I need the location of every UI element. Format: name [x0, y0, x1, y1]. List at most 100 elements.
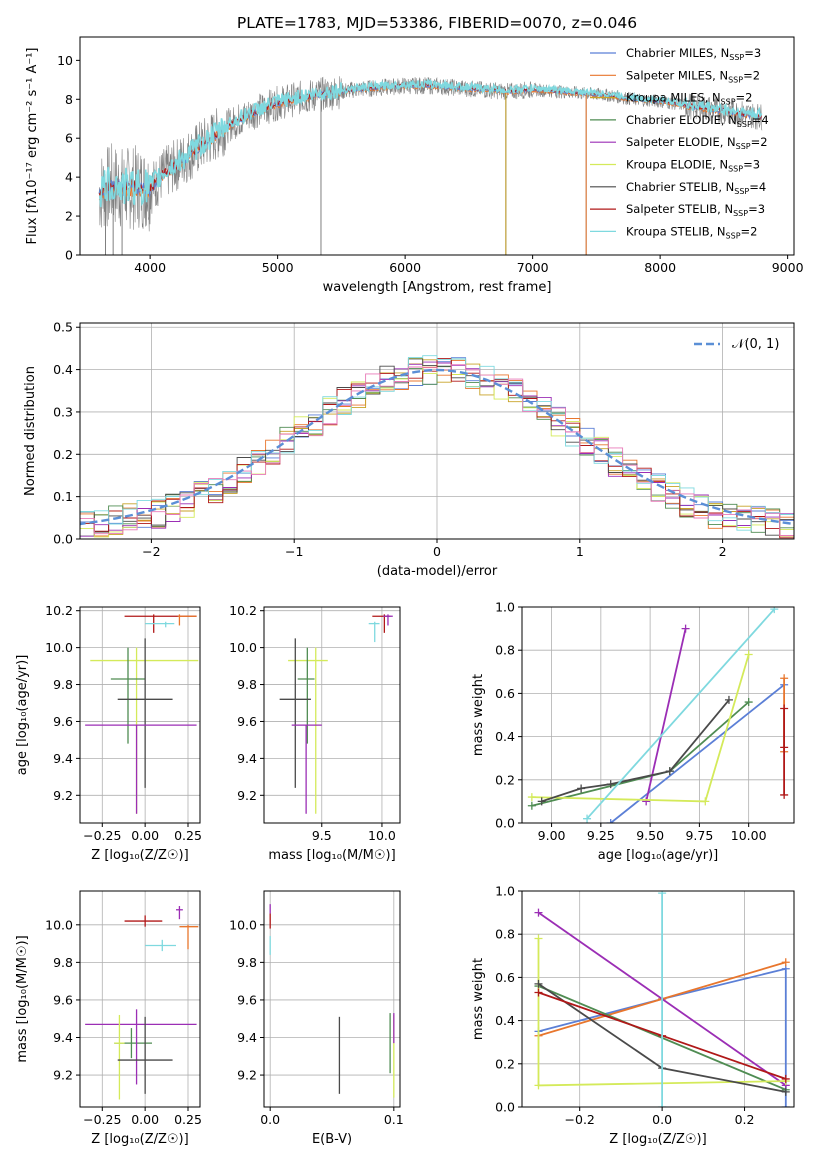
mass_vs_ebv-axes-frame — [263, 890, 401, 1108]
legend-subscript: SSP — [721, 98, 736, 107]
legend-entry: Salpeter ELODIE, NSSP=2 — [626, 135, 768, 151]
y-tick-label: 0.0 — [495, 816, 515, 831]
model-spectrum-line — [98, 78, 763, 208]
weight_vs_age-axes-frame — [521, 606, 795, 824]
legend-subscript: SSP — [737, 120, 752, 129]
series-marker — [780, 743, 789, 752]
age_vs_Z-plot-area — [85, 614, 199, 814]
age_vs_mass-xlabel: mass [log₁₀(M/M☉)] — [268, 848, 395, 863]
age_vs_Z-xlabel: Z [log₁₀(Z/Z☉)] — [91, 848, 188, 863]
x-tick-label: 0.2 — [735, 1112, 755, 1127]
errorbar-point — [124, 915, 163, 927]
x-tick-label: 5000 — [262, 260, 294, 275]
y-tick-label: 9.2 — [237, 1068, 257, 1083]
x-tick-label: 7000 — [517, 260, 549, 275]
series-marker — [534, 979, 543, 988]
series-marker — [606, 780, 615, 789]
age_vs_mass-panel: 9.5 10.0 9.2 9.4 9.6 9.8 10.0 10.2 mass [log₁₀(M… — [229, 603, 401, 863]
legend-subscript: SSP — [728, 75, 743, 84]
age_vs_Z-ylabel: age [log₁₀(age/yr)] — [15, 655, 30, 776]
legend-subscript: SSP — [734, 187, 749, 196]
y-tick-label: 10.2 — [229, 603, 257, 618]
y-tick-label: 10 — [57, 53, 73, 68]
series-marker — [781, 1087, 790, 1096]
legend-subscript: SSP — [728, 165, 743, 174]
normal-curve — [80, 368, 794, 526]
y-tick-label: 8 — [65, 92, 73, 107]
x-tick-label: 0 — [433, 544, 441, 559]
legend-entry: 𝒩(0, 1) — [732, 337, 779, 352]
x-tick-label: 8000 — [644, 260, 676, 275]
legend-count: =3 — [743, 158, 760, 172]
age_vs_mass-axes-frame — [263, 606, 401, 824]
legend-count: =3 — [748, 202, 765, 216]
weight_vs_age-xlabel: age [log₁₀(age/yr)] — [598, 848, 719, 863]
errorbar-point — [177, 614, 197, 626]
x-tick-label: 9.75 — [685, 828, 713, 843]
legend-count: =4 — [752, 113, 769, 127]
x-tick-label: 10.0 — [368, 828, 396, 843]
errorbar-point — [383, 614, 393, 626]
spectrum-legend: Chabrier MILES, NSSP=3 Salpeter MILES, NS… — [590, 46, 769, 240]
y-tick-label: 9.6 — [237, 992, 257, 1007]
legend-count: =2 — [743, 68, 760, 82]
residuals-xlabel: (data-model)/error — [377, 564, 498, 579]
legend-entry: Kroupa MILES, NSSP=2 — [626, 91, 752, 107]
x-tick-label: −0.25 — [83, 1112, 121, 1127]
age_vs_Z-panel: −0.25 0.00 0.25 9.2 9.4 9.6 9.8 10.0 10.2 Z [log₁… — [15, 603, 202, 863]
legend-subscript: SSP — [733, 209, 748, 218]
series-marker — [724, 695, 733, 704]
residuals-panel: −2 −1 0 1 2 0.0 0.1 0.2 0.3 0.4 0.5 (data-model)/er… — [23, 320, 795, 579]
legend-subscript: SSP — [729, 53, 744, 62]
y-tick-label: 10.0 — [229, 917, 257, 932]
series-marker — [781, 1074, 790, 1083]
legend-count: =2 — [751, 135, 768, 149]
series-line — [531, 701, 750, 807]
series-marker — [781, 1103, 790, 1107]
y-tick-label: 9.6 — [237, 714, 257, 729]
y-tick-label: 9.8 — [237, 955, 257, 970]
x-tick-label: 9.00 — [538, 828, 566, 843]
series-marker — [770, 607, 779, 614]
errorbar-point — [145, 621, 175, 628]
y-tick-label: 0.4 — [53, 362, 73, 377]
errorbar-point — [291, 724, 322, 814]
y-tick-label: 9.4 — [53, 751, 73, 766]
errorbar-point — [176, 906, 183, 920]
x-tick-label: 0.25 — [174, 828, 202, 843]
spectrum-axes-frame — [79, 36, 795, 256]
y-tick-label: 0.2 — [495, 1056, 515, 1071]
weight_vs_Z-axes-frame — [521, 890, 795, 1108]
x-tick-label: 9.5 — [312, 828, 332, 843]
legend-entry: Salpeter MILES, NSSP=2 — [626, 68, 760, 84]
legend-subscript: SSP — [736, 142, 751, 151]
errorbar-point — [85, 724, 197, 814]
y-tick-label: 6 — [65, 131, 73, 146]
series-line — [610, 684, 785, 823]
series-marker — [534, 934, 543, 943]
mass_vs_Z-plot-area — [85, 906, 199, 1100]
y-tick-label: 0.1 — [53, 489, 73, 504]
y-tick-label: 9.8 — [237, 677, 257, 692]
series-marker — [606, 819, 615, 823]
y-tick-label: 9.6 — [53, 714, 73, 729]
series-marker — [527, 793, 536, 802]
y-tick-label: 10.0 — [229, 640, 257, 655]
errorbar-point — [179, 924, 199, 950]
mass_vs_Z-axes-frame — [79, 890, 201, 1108]
errorbar-point — [110, 647, 146, 744]
x-tick-label: 0.0 — [260, 1112, 280, 1127]
age_vs_Z-axes-frame — [79, 606, 201, 824]
series-line — [645, 628, 687, 802]
x-tick-label: 6000 — [389, 260, 421, 275]
residuals-ylabel: Normed distribution — [23, 366, 38, 496]
errorbar-point — [90, 647, 199, 814]
x-tick-label: 9.50 — [636, 828, 664, 843]
x-tick-label: 0.25 — [174, 1112, 202, 1127]
series-marker — [642, 797, 651, 806]
y-tick-label: 9.4 — [237, 1030, 257, 1045]
y-tick-label: 4 — [65, 170, 73, 185]
x-tick-label: −1 — [285, 544, 303, 559]
y-tick-label: 10.0 — [45, 640, 73, 655]
legend-entry: Kroupa ELODIE, NSSP=3 — [626, 158, 760, 174]
